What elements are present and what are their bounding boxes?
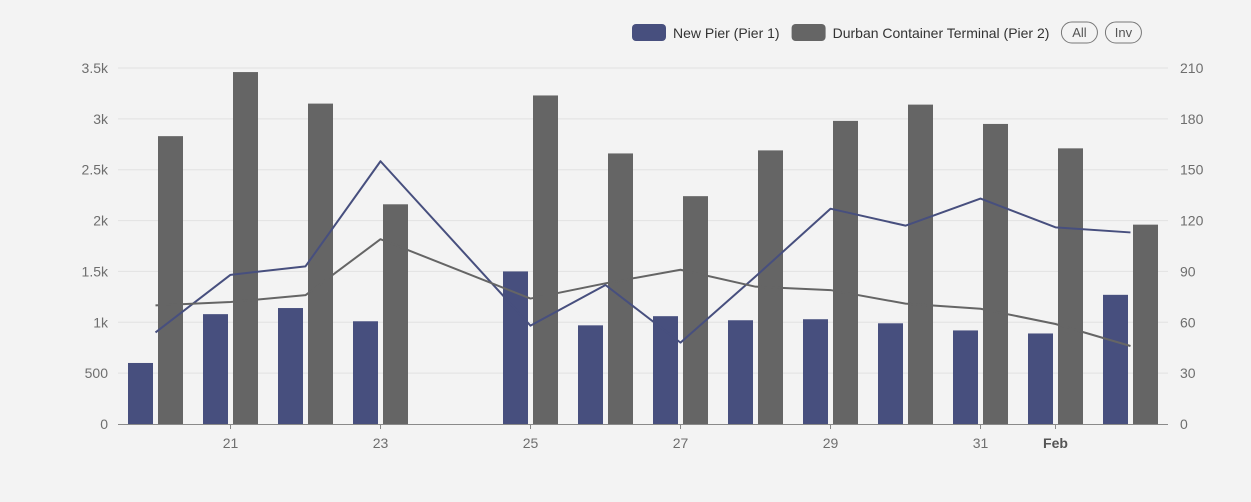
series-line <box>154 160 1131 344</box>
x-tick-label: 29 <box>823 435 839 451</box>
bar <box>278 308 303 424</box>
bar <box>1103 294 1128 424</box>
bar <box>653 316 678 424</box>
bar <box>233 72 258 424</box>
y-left-tick-label: 1.5k <box>82 263 109 279</box>
y-left-tick-label: 1k <box>93 314 109 330</box>
y-left-tick-label: 2k <box>93 213 109 229</box>
bar <box>308 103 333 424</box>
legend-item[interactable]: New Pier (Pier 1) <box>632 24 780 41</box>
x-tick-label: 23 <box>373 435 389 451</box>
legend-label: New Pier (Pier 1) <box>673 25 780 41</box>
y-right-tick-label: 0 <box>1180 416 1188 432</box>
bar-marks <box>128 72 1158 425</box>
grid-lines <box>118 67 1168 374</box>
y-left-tick-label: 3.5k <box>82 60 109 76</box>
bar <box>1058 148 1083 424</box>
bar <box>983 123 1008 424</box>
legend[interactable]: New Pier (Pier 1) Durban Container Termin… <box>632 21 1142 44</box>
legend-swatch <box>632 24 666 41</box>
legend-toggle-label: All <box>1072 25 1087 40</box>
bar <box>908 104 933 425</box>
legend-toggle-outline <box>1104 21 1142 44</box>
bar <box>878 323 903 424</box>
y-left-tick-label: 2.5k <box>82 162 109 178</box>
bar <box>728 320 753 424</box>
series-line <box>155 238 1131 347</box>
x-tick-label: 25 <box>523 435 539 451</box>
y-right-tick-label: 180 <box>1180 111 1204 127</box>
bar <box>1133 224 1158 424</box>
y-right-tick-label: 30 <box>1180 365 1196 381</box>
y-left-tick-label: 500 <box>85 365 109 381</box>
x-tick-label: 31 <box>973 435 989 451</box>
bar <box>503 271 528 424</box>
legend-item[interactable]: Durban Container Terminal (Pier 2) <box>791 24 1050 41</box>
y-left-tick-label: 3k <box>93 111 109 127</box>
x-tick-label: Feb <box>1043 435 1068 451</box>
bar <box>203 314 228 424</box>
y-right-tick-label: 210 <box>1180 60 1204 76</box>
bar <box>833 120 858 425</box>
bar <box>683 196 708 424</box>
legend-toggle-button[interactable]: All <box>1060 21 1098 44</box>
legend-swatch <box>791 24 826 41</box>
x-tick-label: 21 <box>223 435 239 451</box>
axes: 0 500 1k 1.5k 2k 2.5k 3k 3.5k 0 30 60 90 120 150 180 21… <box>82 60 1204 451</box>
x-tick-label: 27 <box>673 435 689 451</box>
bar <box>608 153 633 424</box>
bar <box>353 321 378 424</box>
line-marks <box>154 160 1131 347</box>
y-left-tick-label: 0 <box>100 416 108 432</box>
y-right-tick-label: 60 <box>1180 314 1196 330</box>
bar <box>803 319 828 424</box>
bar <box>158 136 183 425</box>
bar <box>383 204 408 424</box>
bar <box>953 330 978 424</box>
y-right-tick-label: 90 <box>1180 263 1196 279</box>
y-right-tick-label: 150 <box>1180 162 1204 178</box>
bar <box>533 95 558 424</box>
legend-toggle-outline <box>1060 21 1098 44</box>
y-right-tick-label: 120 <box>1180 213 1204 229</box>
bar <box>1028 333 1053 424</box>
legend-label: Durban Container Terminal (Pier 2) <box>833 25 1050 41</box>
legend-toggle-button[interactable]: Inv <box>1104 21 1142 44</box>
bar <box>128 362 153 424</box>
bar <box>578 325 603 424</box>
legend-toggle-label: Inv <box>1115 25 1133 40</box>
